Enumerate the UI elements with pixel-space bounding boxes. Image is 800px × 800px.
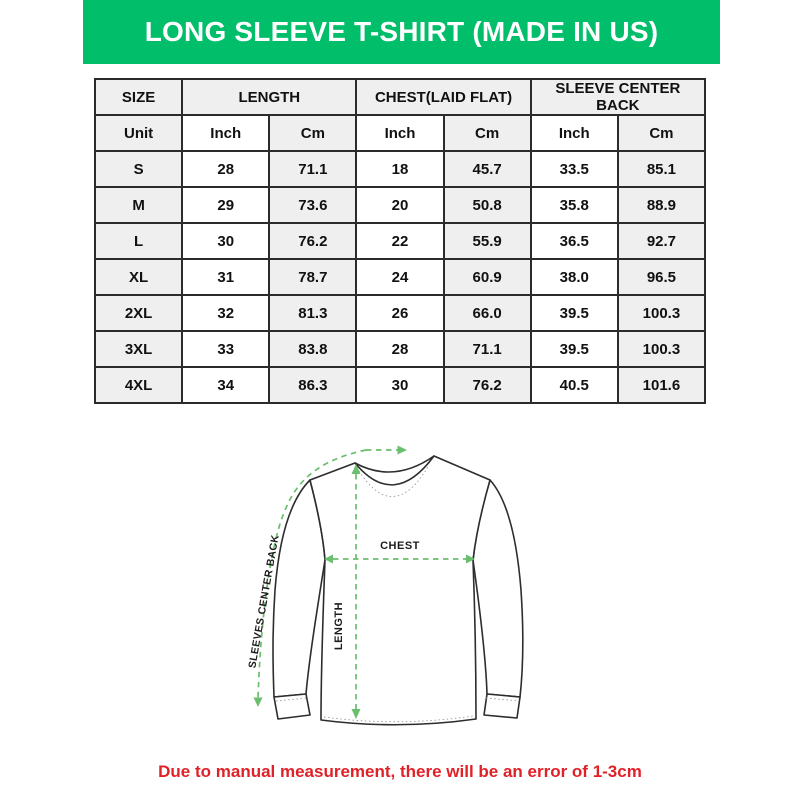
size-row: S 28 71.1 18 45.7 33.5 85.1 [93,150,707,188]
measurement-cell: 36.5 [529,222,619,260]
length-arrowhead-bottom [351,709,361,719]
size-table: SIZE LENGTH CHEST(LAID FLAT) SLEEVE CENT… [93,78,707,404]
measurement-cell: 66.0 [442,294,532,332]
left-cuff-seam [275,697,309,702]
measurement-cell: 73.6 [268,186,358,224]
right-cuff-seam [485,697,520,702]
measurement-cell: 92.7 [616,222,707,260]
unit-header-cell: Cm [442,114,532,152]
measurement-cell: 38.0 [529,258,619,296]
size-label-cell: XL [93,258,184,296]
measurement-cell: 101.6 [616,366,707,404]
measurement-cell: 76.2 [442,366,532,404]
measurement-cell: 60.9 [442,258,532,296]
chest-label: CHEST [380,540,420,552]
measurement-cell: 45.7 [442,150,532,188]
measurement-cell: 20 [355,186,445,224]
sleeve-arrowhead-bottom [253,697,263,707]
collar-back-seam [358,464,430,497]
hem-seam [323,715,474,723]
measurement-cell: 18 [355,150,445,188]
size-label-cell: M [93,186,184,224]
measurement-cell: 32 [181,294,271,332]
measurement-cell: 22 [355,222,445,260]
collar-band [354,455,435,473]
shirt-measurement-diagram: CHEST LENGTH SLEEVES CENTER BACK [220,430,580,760]
unit-header-cell: Inch [529,114,619,152]
size-row: M 29 73.6 20 50.8 35.8 88.9 [93,186,707,224]
size-row: 4XL 34 86.3 30 76.2 40.5 101.6 [93,366,707,404]
measurement-cell: 34 [181,366,271,404]
sleeve-arrowhead-right [397,445,407,455]
measurement-cell: 83.8 [268,330,358,368]
measurement-cell: 55.9 [442,222,532,260]
size-row: 2XL 32 81.3 26 66.0 39.5 100.3 [93,294,707,332]
measurement-cell: 30 [355,366,445,404]
measurement-cell: 31 [181,258,271,296]
measurement-cell: 40.5 [529,366,619,404]
unit-header-row: Unit Inch Cm Inch Cm Inch Cm [93,114,707,152]
measurement-cell: 85.1 [616,150,707,188]
right-cuff [483,693,521,719]
size-label-cell: S [93,150,184,188]
unit-header-cell: Cm [616,114,707,152]
measurement-cell: 39.5 [529,294,619,332]
size-label-cell: 3XL [93,330,184,368]
title-banner: LONG SLEEVE T-SHIRT (MADE IN US) [83,0,720,64]
measurement-cell: 24 [355,258,445,296]
measurement-cell: 86.3 [268,366,358,404]
size-label-cell: 4XL [93,366,184,404]
size-row: L 30 76.2 22 55.9 36.5 92.7 [93,222,707,260]
measurement-cell: 33.5 [529,150,619,188]
unit-header-cell: Inch [181,114,271,152]
measurement-cell: 100.3 [616,330,707,368]
measurement-cell: 71.1 [442,330,532,368]
measurement-cell: 71.1 [268,150,358,188]
left-cuff [273,693,311,720]
unit-header-cell: Inch [355,114,445,152]
measurement-cell: 50.8 [442,186,532,224]
group-header-sleeve: SLEEVE CENTER BACK [529,78,707,116]
size-row: 3XL 33 83.8 28 71.1 39.5 100.3 [93,330,707,368]
group-header-row: SIZE LENGTH CHEST(LAID FLAT) SLEEVE CENT… [93,78,707,116]
size-label-cell: L [93,222,184,260]
size-row: XL 31 78.7 24 60.9 38.0 96.5 [93,258,707,296]
measurement-cell: 28 [181,150,271,188]
chest-arrowhead-left [324,554,333,564]
length-label: LENGTH [333,602,345,650]
group-header-chest: CHEST(LAID FLAT) [355,78,532,116]
unit-header-cell: Unit [93,114,184,152]
measurement-cell: 76.2 [268,222,358,260]
measurement-cell: 39.5 [529,330,619,368]
measurement-cell: 88.9 [616,186,707,224]
size-label-cell: 2XL [93,294,184,332]
measurement-cell: 78.7 [268,258,358,296]
chest-arrowhead-right [466,554,475,564]
group-header-length: LENGTH [181,78,358,116]
length-arrowhead-top [351,464,361,474]
measurement-cell: 28 [355,330,445,368]
measurement-disclaimer: Due to manual measurement, there will be… [158,762,642,781]
measurement-cell: 30 [181,222,271,260]
measurement-cell: 26 [355,294,445,332]
measurement-cell: 33 [181,330,271,368]
unit-header-cell: Cm [268,114,358,152]
page-title: LONG SLEEVE T-SHIRT (MADE IN US) [144,16,659,47]
group-header-size: SIZE [93,78,184,116]
measurement-cell: 96.5 [616,258,707,296]
measurement-cell: 35.8 [529,186,619,224]
measurement-cell: 100.3 [616,294,707,332]
measurement-cell: 29 [181,186,271,224]
shirt-body [309,455,491,726]
measurement-cell: 81.3 [268,294,358,332]
